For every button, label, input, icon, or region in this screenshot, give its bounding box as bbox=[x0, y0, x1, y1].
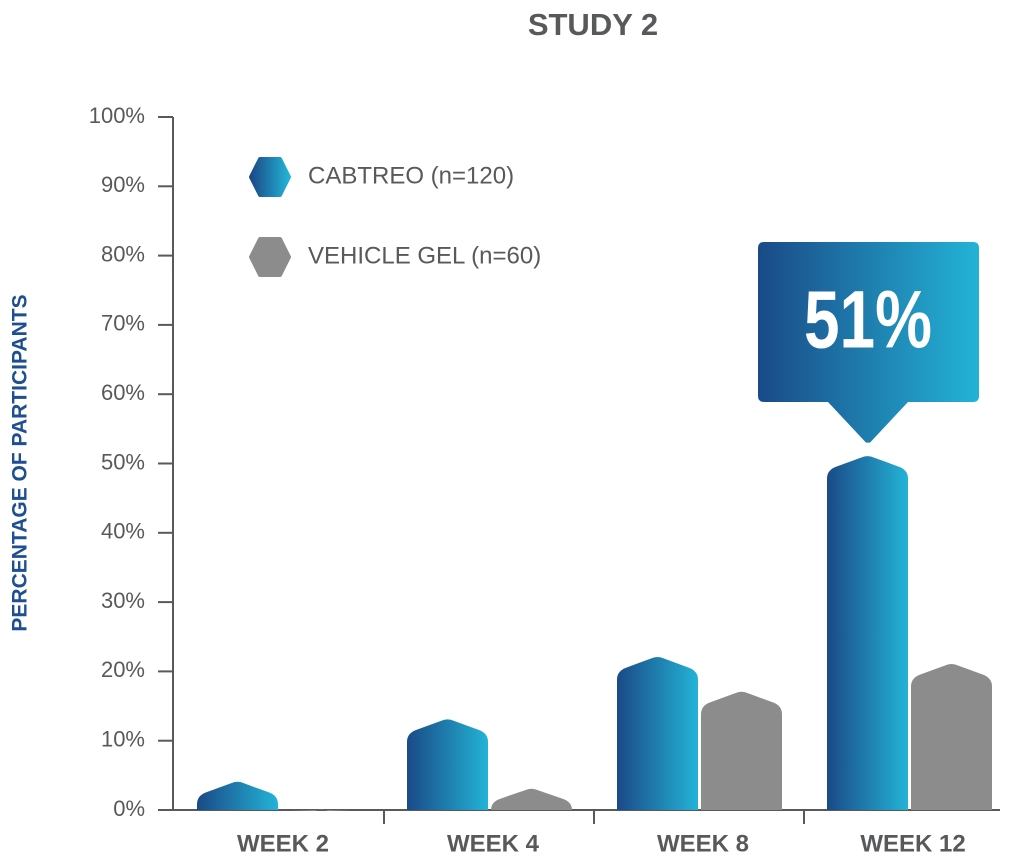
bar bbox=[197, 781, 278, 810]
callout bbox=[758, 242, 979, 443]
y-tick-label: 20% bbox=[101, 657, 145, 682]
legend-swatch bbox=[249, 157, 291, 197]
y-tick-label: 70% bbox=[101, 311, 145, 336]
bar bbox=[281, 809, 362, 811]
y-tick-label: 0% bbox=[113, 796, 145, 821]
y-tick-label: 100% bbox=[89, 103, 145, 128]
bar bbox=[407, 719, 488, 810]
legend-swatch bbox=[249, 237, 291, 277]
y-tick-label: 80% bbox=[101, 241, 145, 266]
x-tick-label: WEEK 12 bbox=[860, 830, 965, 857]
bar bbox=[701, 691, 782, 810]
y-tick-label: 40% bbox=[101, 519, 145, 544]
bar bbox=[827, 456, 908, 810]
y-axis-label: PERCENTAGE OF PARTICIPANTS bbox=[9, 294, 32, 631]
bar bbox=[491, 788, 572, 810]
y-tick-label: 10% bbox=[101, 727, 145, 752]
y-tick-label: 60% bbox=[101, 380, 145, 405]
x-tick-label: WEEK 4 bbox=[447, 830, 540, 857]
bar bbox=[617, 657, 698, 810]
bar bbox=[911, 663, 992, 810]
x-tick-label: WEEK 2 bbox=[237, 830, 329, 857]
value-label: 51% bbox=[804, 273, 932, 366]
chart-title: STUDY 2 bbox=[528, 7, 658, 42]
y-tick-label: 90% bbox=[101, 172, 145, 197]
y-tick-label: 50% bbox=[101, 449, 145, 474]
legend-label: CABTREO (n=120) bbox=[308, 162, 514, 189]
x-tick-label: WEEK 8 bbox=[657, 830, 749, 857]
legend-label: VEHICLE GEL (n=60) bbox=[308, 242, 541, 269]
y-tick-label: 30% bbox=[101, 588, 145, 613]
